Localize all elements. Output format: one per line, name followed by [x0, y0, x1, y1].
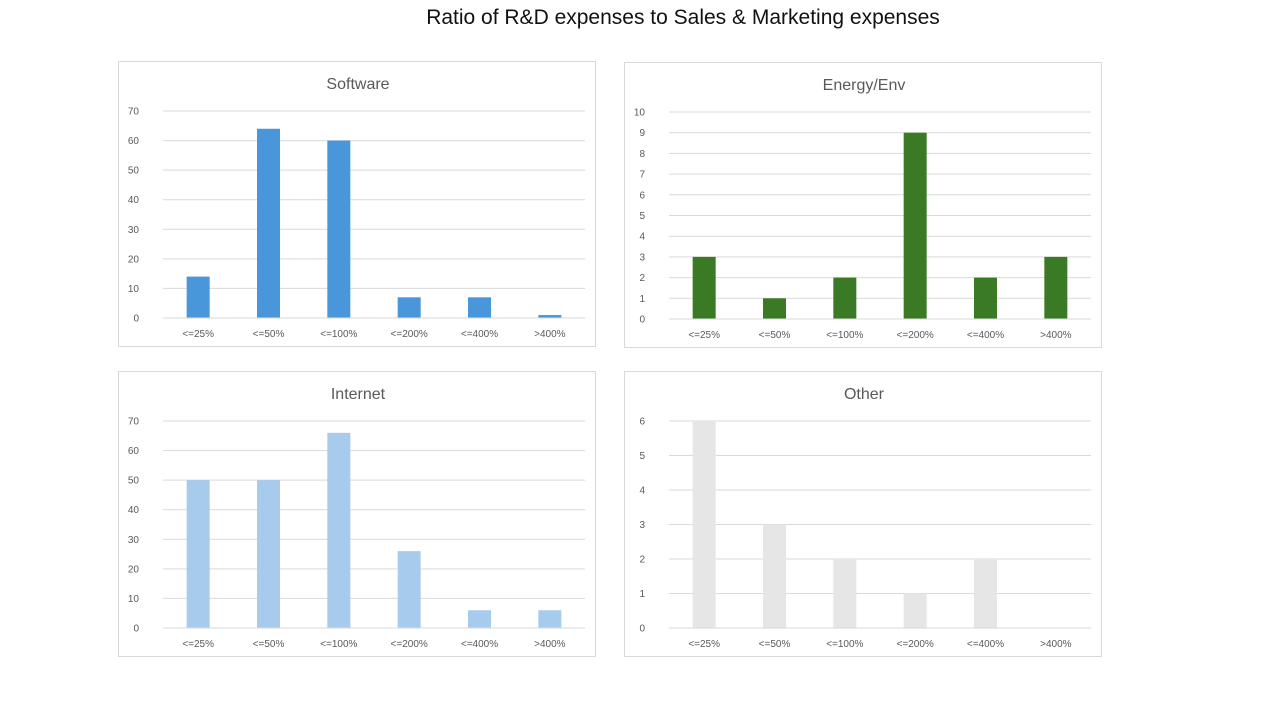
y-tick-label: 5: [639, 451, 645, 462]
other-bar-400: [974, 559, 997, 628]
other-bar-200: [903, 593, 927, 628]
x-tick-label: <=100%: [826, 330, 863, 341]
internet-chart-title: Internet: [331, 386, 386, 403]
x-tick-label: <=200%: [391, 329, 428, 340]
x-tick-label: <=50%: [253, 329, 285, 340]
energy-env-bar-50: [763, 298, 786, 319]
y-tick-label: 9: [639, 128, 645, 139]
y-tick-label: 6: [639, 190, 645, 201]
y-tick-label: 7: [639, 170, 645, 181]
software-bar-400: [468, 297, 491, 318]
y-tick-label: 0: [133, 314, 139, 325]
x-tick-label: <=100%: [320, 329, 357, 340]
energy-env-bar-100: [833, 277, 857, 319]
y-tick-label: 10: [128, 284, 140, 295]
chart-panel-internet: Internet 0 10 20 30 40 50 60 70 <=25% <=50% <=100% <…: [118, 371, 596, 657]
x-tick-label: <=50%: [253, 639, 285, 650]
x-tick-label: <=200%: [897, 639, 934, 650]
x-tick-label: <=400%: [967, 330, 1004, 341]
y-tick-label: 3: [639, 252, 645, 263]
x-tick-label: <=25%: [688, 639, 720, 650]
x-tick-label: >400%: [1040, 639, 1072, 650]
internet-bar-200: [397, 551, 421, 628]
y-tick-label: 0: [639, 624, 645, 635]
y-tick-label: 70: [128, 107, 140, 118]
x-tick-label: <=400%: [461, 329, 498, 340]
software-bar-200: [397, 297, 421, 318]
internet-bar-25: [186, 480, 210, 628]
x-tick-label: <=200%: [897, 330, 934, 341]
energy-env-chart-title: Energy/Env: [823, 77, 906, 94]
y-tick-label: 10: [634, 108, 646, 119]
other-bar-100: [833, 559, 857, 628]
x-tick-label: >400%: [534, 639, 566, 650]
y-tick-label: 60: [128, 136, 140, 147]
y-tick-label: 2: [639, 273, 645, 284]
energy-env-bar-gt400: [1044, 256, 1068, 319]
y-tick-label: 0: [639, 315, 645, 326]
y-tick-label: 70: [128, 417, 140, 428]
software-bar-gt400: [538, 315, 562, 318]
x-tick-label: <=50%: [759, 330, 791, 341]
software-bar-50: [257, 128, 280, 318]
y-tick-label: 10: [128, 594, 140, 605]
y-tick-label: 0: [133, 624, 139, 635]
energy-env-bar-25: [692, 256, 716, 319]
x-tick-label: <=100%: [320, 639, 357, 650]
other-bar-25: [692, 421, 716, 628]
internet-bar-gt400: [538, 610, 562, 628]
x-tick-label: >400%: [1040, 330, 1072, 341]
y-tick-label: 30: [128, 225, 140, 236]
chart-panel-other: Other 0 1 2 3 4 5 6 <=25% <=50% <=100% <=200% <=400%…: [624, 371, 1102, 657]
other-bar-chart: Other 0 1 2 3 4 5 6 <=25% <=50% <=100% <=200% <=400%…: [639, 386, 1091, 650]
y-tick-label: 60: [128, 446, 140, 457]
y-tick-label: 2: [639, 555, 645, 566]
y-tick-label: 50: [128, 476, 140, 487]
y-tick-label: 4: [639, 486, 645, 497]
internet-bar-400: [468, 610, 491, 628]
y-tick-label: 4: [639, 232, 645, 243]
x-tick-label: <=50%: [759, 639, 791, 650]
software-bar-100: [327, 140, 351, 318]
page-title: Ratio of R&D expenses to Sales & Marketi…: [426, 6, 940, 29]
y-tick-label: 40: [128, 505, 140, 516]
x-tick-label: <=400%: [967, 639, 1004, 650]
software-bar-chart: Software 0 10 20 30 40 50 60 70 <=25% <=50% <=100% <…: [128, 76, 585, 340]
y-tick-label: 8: [639, 149, 645, 160]
internet-bar-50: [257, 480, 280, 628]
internet-bar-100: [327, 432, 351, 628]
x-tick-label: <=100%: [826, 639, 863, 650]
y-tick-label: 6: [639, 417, 645, 428]
energy-env-bar-200: [903, 132, 927, 319]
x-tick-label: <=400%: [461, 639, 498, 650]
y-tick-label: 5: [639, 211, 645, 222]
internet-bar-chart: Internet 0 10 20 30 40 50 60 70 <=25% <=50% <=100% <…: [128, 386, 585, 650]
other-bar-50: [763, 524, 786, 628]
y-tick-label: 1: [639, 294, 645, 305]
y-tick-label: 20: [128, 564, 140, 575]
x-tick-label: >400%: [534, 329, 566, 340]
x-tick-label: <=25%: [182, 329, 214, 340]
energy-env-bar-chart: Energy/Env 0 1 2 3 4 5 6 7 8 9 10 <=25% <=50% <=100% <=…: [634, 77, 1091, 341]
y-tick-label: 3: [639, 520, 645, 531]
chart-panel-software: Software 0 10 20 30 40 50 60 70 <=25% <=50% <=100% <…: [118, 61, 596, 347]
y-tick-label: 40: [128, 195, 140, 206]
x-tick-label: <=25%: [182, 639, 214, 650]
x-tick-label: <=25%: [688, 330, 720, 341]
y-tick-label: 30: [128, 535, 140, 546]
other-chart-title: Other: [844, 386, 885, 403]
y-tick-label: 50: [128, 166, 140, 177]
x-tick-label: <=200%: [391, 639, 428, 650]
energy-env-bar-400: [974, 277, 997, 319]
y-tick-label: 1: [639, 589, 645, 600]
y-tick-label: 20: [128, 254, 140, 265]
software-bar-25: [186, 276, 210, 318]
chart-panel-energy-env: Energy/Env 0 1 2 3 4 5 6 7 8 9 10 <=25% <=50% <=100% <=…: [624, 62, 1102, 348]
software-chart-title: Software: [326, 76, 389, 93]
